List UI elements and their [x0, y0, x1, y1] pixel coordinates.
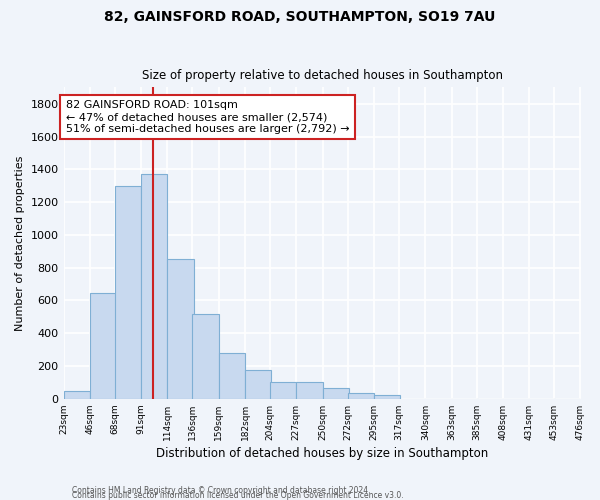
Bar	[245, 370, 271, 399]
Bar	[347, 392, 374, 399]
Bar	[167, 260, 194, 399]
Bar	[374, 394, 400, 399]
Title: Size of property relative to detached houses in Southampton: Size of property relative to detached ho…	[142, 69, 503, 82]
Bar	[193, 314, 219, 399]
Text: 82, GAINSFORD ROAD, SOUTHAMPTON, SO19 7AU: 82, GAINSFORD ROAD, SOUTHAMPTON, SO19 7A…	[104, 10, 496, 24]
Text: 82 GAINSFORD ROAD: 101sqm
← 47% of detached houses are smaller (2,574)
51% of se: 82 GAINSFORD ROAD: 101sqm ← 47% of detac…	[66, 100, 349, 134]
X-axis label: Distribution of detached houses by size in Southampton: Distribution of detached houses by size …	[156, 447, 488, 460]
Bar	[115, 186, 141, 399]
Bar	[296, 382, 323, 399]
Text: Contains HM Land Registry data © Crown copyright and database right 2024.: Contains HM Land Registry data © Crown c…	[72, 486, 371, 495]
Bar	[323, 388, 349, 399]
Bar	[270, 382, 296, 399]
Y-axis label: Number of detached properties: Number of detached properties	[15, 156, 25, 331]
Bar	[90, 293, 116, 399]
Bar	[64, 390, 90, 399]
Bar	[141, 174, 167, 399]
Text: Contains public sector information licensed under the Open Government Licence v3: Contains public sector information licen…	[72, 491, 404, 500]
Bar	[219, 353, 245, 399]
